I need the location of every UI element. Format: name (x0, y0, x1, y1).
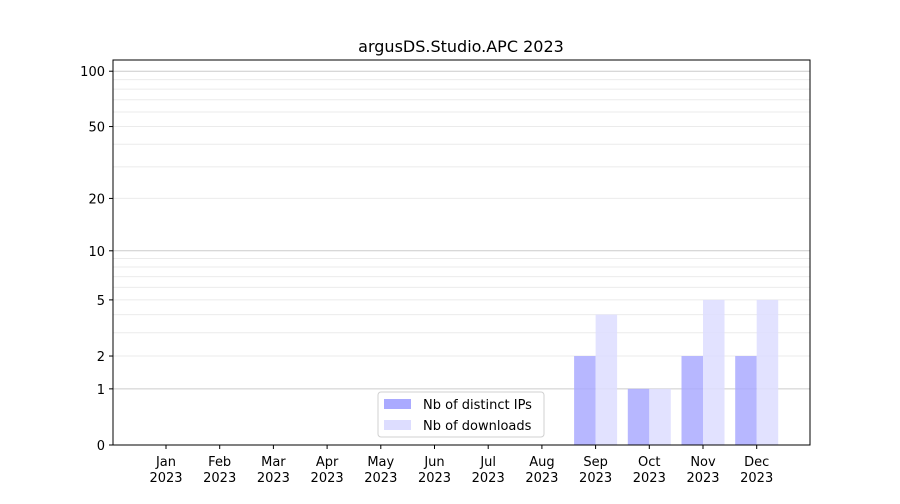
y-tick-label: 5 (97, 294, 105, 309)
x-tick-label: Mar 2023 (257, 455, 290, 486)
x-tick-label: Jul 2023 (472, 455, 505, 486)
y-tick-label: 2 (97, 350, 105, 365)
x-tick-label: Oct 2023 (633, 455, 666, 486)
y-tick-label: 10 (88, 245, 105, 260)
legend: Nb of distinct IPs Nb of downloads (377, 391, 545, 438)
bar-distinct-ips (627, 388, 650, 445)
legend-swatch (384, 420, 411, 430)
bar-downloads (595, 314, 618, 445)
bar-downloads (649, 388, 671, 445)
bar-downloads (703, 299, 725, 445)
bar-distinct-ips (681, 356, 703, 445)
x-tick-label: Feb 2023 (203, 455, 236, 486)
x-tick-label: Aug 2023 (525, 455, 558, 486)
y-tick-label: 0 (97, 439, 105, 454)
legend-box (377, 391, 545, 438)
y-tick-label: 100 (80, 65, 105, 80)
y-tick-label: 1 (97, 383, 105, 398)
x-tick-label: May 2023 (364, 455, 397, 486)
legend-label: Nb of distinct IPs (423, 398, 532, 413)
x-tick-label: Nov 2023 (686, 455, 719, 486)
x-tick-label: Dec 2023 (740, 455, 773, 486)
bar-downloads (756, 299, 779, 445)
legend-label: Nb of downloads (423, 419, 532, 434)
y-tick-label: 20 (88, 192, 105, 207)
x-tick-label: Jan 2023 (149, 455, 182, 486)
legend-swatch (384, 399, 411, 409)
bar-distinct-ips (735, 356, 757, 445)
chart-title: argusDS.Studio.APC 2023 (358, 37, 564, 56)
bar-distinct-ips (574, 356, 596, 445)
x-tick-label: Apr 2023 (311, 455, 344, 486)
y-tick-label: 50 (88, 121, 105, 136)
x-tick-label: Sep 2023 (579, 455, 612, 486)
x-tick-label: Jun 2023 (418, 455, 451, 486)
plot-frame (112, 59, 811, 446)
